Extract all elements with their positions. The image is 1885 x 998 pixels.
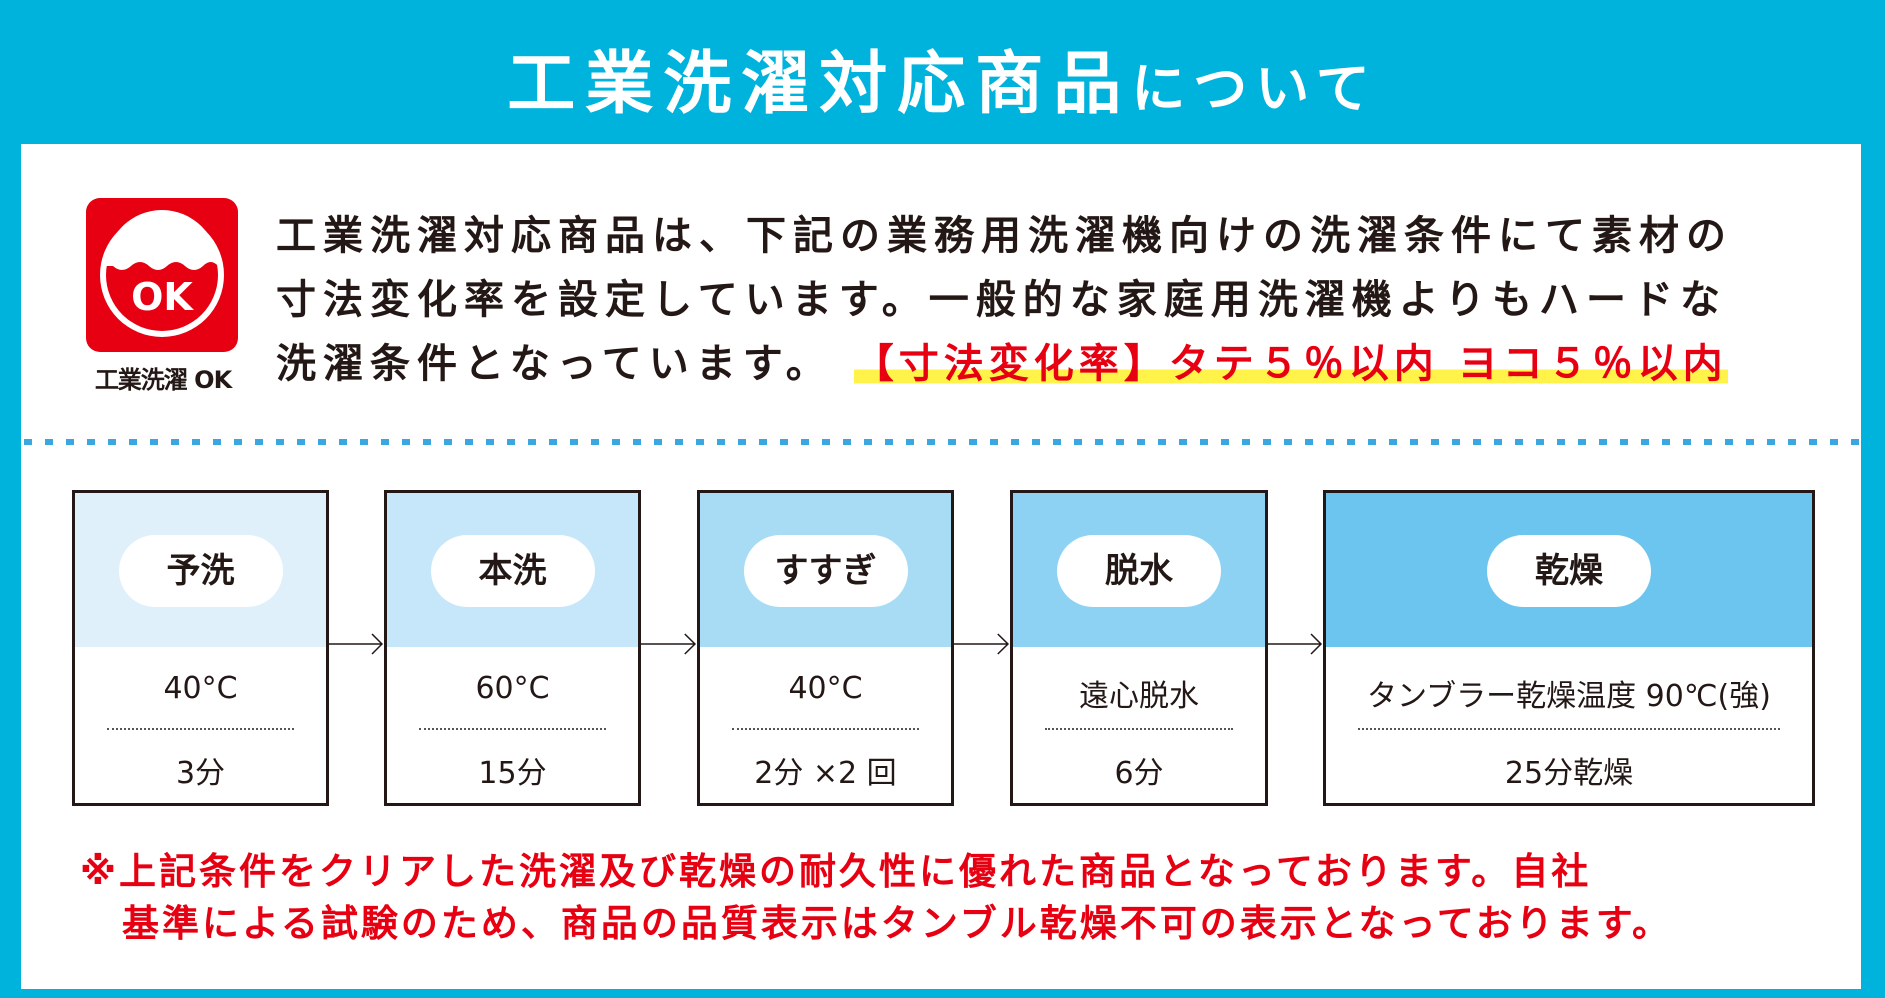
step-label: 乾燥 — [1487, 535, 1651, 607]
industrial-wash-ok-logo: OK — [86, 198, 238, 352]
step-time: 15分 — [478, 756, 547, 791]
dotted-separator — [732, 728, 919, 730]
arrow-right-icon — [641, 633, 697, 655]
step-time: 3分 — [175, 756, 226, 791]
step-condition: 40°C — [788, 671, 863, 706]
step-time: 2分 ×2 回 — [754, 756, 897, 791]
dotted-separator — [1358, 728, 1780, 730]
arrow-right-icon — [329, 633, 384, 655]
title-suffix: について — [1131, 57, 1378, 120]
arrow-right-icon — [1268, 633, 1323, 655]
step-header: 本洗 — [387, 493, 638, 647]
step-box: 乾燥 タンブラー乾燥温度 90℃(強) 25分乾燥 — [1323, 490, 1815, 806]
step-condition: タンブラー乾燥温度 90℃(強) — [1367, 679, 1771, 714]
step-label: すすぎ — [743, 535, 908, 607]
step-box: 本洗 60°C 15分 — [384, 490, 641, 806]
step-condition: 40°C — [163, 671, 238, 706]
step-label: 脱水 — [1057, 535, 1221, 607]
footnote-line-1: ※上記条件をクリアした洗濯及び乾燥の耐久性に優れた商品となっております。自社 — [80, 850, 1592, 893]
step-box: 脱水 遠心脱水 6分 — [1010, 490, 1268, 806]
footnote-line-2: 基準による試験のため、商品の品質表示はタンブル乾燥不可の表示となっております。 — [122, 902, 1673, 945]
logo-caption: 工業洗濯 OK — [94, 366, 232, 394]
step-header: 乾燥 — [1326, 493, 1812, 647]
step-box: 予洗 40°C 3分 — [72, 490, 329, 806]
wash-ok-icon: OK — [100, 210, 224, 337]
intro-line-2: 寸法変化率を設定しています。一般的な家庭用洗濯機よりもハードな — [276, 277, 1727, 323]
footnote: ※上記条件をクリアした洗濯及び乾燥の耐久性に優れた商品となっております。自社 基… — [80, 846, 1672, 950]
step-time: 25分乾燥 — [1504, 756, 1634, 791]
dimension-change-highlight: 【寸法変化率】タテ５％以内 ヨコ５％以内 — [853, 341, 1728, 387]
dotted-separator — [107, 728, 294, 730]
intro-line-1: 工業洗濯対応商品は、下記の業務用洗濯機向けの洗濯条件にて素材の — [276, 213, 1733, 259]
intro-line-3: 洗濯条件となっています。 — [276, 341, 833, 387]
page-title: 工業洗濯対応商品について — [0, 28, 1885, 128]
logo-badge-text: OK — [131, 275, 194, 319]
dotted-separator — [1045, 728, 1233, 730]
arrow-right-icon — [954, 633, 1010, 655]
dotted-separator — [419, 728, 606, 730]
step-header: すすぎ — [700, 493, 951, 647]
title-main: 工業洗濯対応商品 — [507, 45, 1132, 124]
dotted-divider — [24, 439, 1861, 445]
step-box: すすぎ 40°C 2分 ×2 回 — [697, 490, 954, 806]
step-label: 本洗 — [430, 535, 595, 607]
step-header: 脱水 — [1013, 493, 1265, 647]
step-time: 6分 — [1114, 756, 1164, 791]
step-header: 予洗 — [75, 493, 326, 647]
step-label: 予洗 — [118, 535, 283, 607]
step-condition: 60°C — [475, 671, 550, 706]
step-condition: 遠心脱水 — [1079, 679, 1199, 714]
intro-text: 工業洗濯対応商品は、下記の業務用洗濯機向けの洗濯条件にて素材の 寸法変化率を設定… — [276, 204, 1816, 396]
